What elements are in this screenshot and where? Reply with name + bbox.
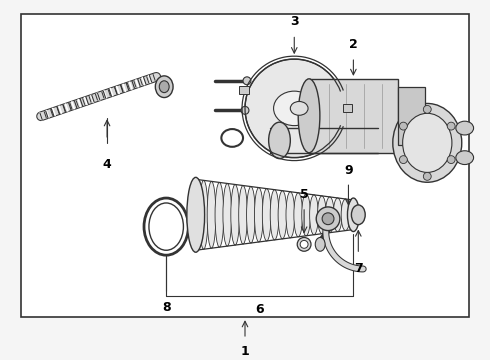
Circle shape (399, 122, 407, 130)
Ellipse shape (286, 192, 294, 238)
Ellipse shape (273, 91, 315, 126)
Ellipse shape (310, 195, 318, 235)
Ellipse shape (351, 205, 365, 225)
Text: 7: 7 (354, 262, 363, 275)
Ellipse shape (278, 191, 287, 239)
Ellipse shape (231, 184, 240, 245)
Text: 5: 5 (300, 188, 309, 201)
Circle shape (447, 122, 455, 130)
Circle shape (316, 207, 340, 230)
Ellipse shape (456, 151, 473, 165)
Circle shape (300, 240, 308, 248)
Ellipse shape (270, 190, 279, 240)
Ellipse shape (239, 185, 247, 244)
Ellipse shape (302, 194, 311, 236)
Ellipse shape (149, 203, 183, 250)
Bar (270, 128, 378, 153)
Ellipse shape (155, 76, 173, 98)
Ellipse shape (187, 177, 205, 252)
Text: 6: 6 (255, 303, 264, 316)
Ellipse shape (223, 184, 232, 246)
Text: 8: 8 (162, 301, 171, 314)
Circle shape (322, 213, 334, 225)
Ellipse shape (349, 200, 358, 230)
Ellipse shape (333, 198, 342, 231)
Ellipse shape (144, 198, 188, 255)
Text: 4: 4 (103, 158, 111, 171)
Ellipse shape (318, 196, 326, 234)
Text: 9: 9 (344, 165, 353, 177)
Ellipse shape (290, 102, 308, 115)
Ellipse shape (159, 81, 169, 93)
Bar (309, 79, 398, 153)
Ellipse shape (199, 180, 208, 249)
Ellipse shape (246, 186, 255, 243)
Circle shape (243, 77, 251, 85)
Ellipse shape (269, 122, 290, 159)
Ellipse shape (341, 199, 350, 231)
Text: 1: 1 (241, 345, 249, 358)
Bar (343, 104, 352, 112)
Ellipse shape (294, 193, 302, 237)
Ellipse shape (192, 179, 200, 250)
Ellipse shape (347, 198, 359, 231)
Ellipse shape (403, 113, 452, 172)
Ellipse shape (325, 197, 334, 233)
Circle shape (423, 105, 431, 113)
Ellipse shape (254, 188, 263, 242)
Circle shape (241, 107, 249, 114)
Text: 3: 3 (290, 15, 298, 28)
Ellipse shape (456, 121, 473, 135)
Bar (22, 14, 468, 317)
Circle shape (399, 156, 407, 163)
Bar (239, 86, 249, 94)
Ellipse shape (207, 181, 216, 248)
Circle shape (447, 156, 455, 163)
Ellipse shape (262, 189, 271, 241)
Circle shape (423, 172, 431, 180)
Text: 2: 2 (349, 38, 358, 51)
Ellipse shape (393, 103, 462, 182)
Ellipse shape (315, 238, 325, 251)
Bar (398, 87, 425, 145)
Ellipse shape (297, 238, 311, 251)
Circle shape (245, 59, 343, 158)
Ellipse shape (298, 79, 320, 153)
Ellipse shape (215, 183, 224, 247)
